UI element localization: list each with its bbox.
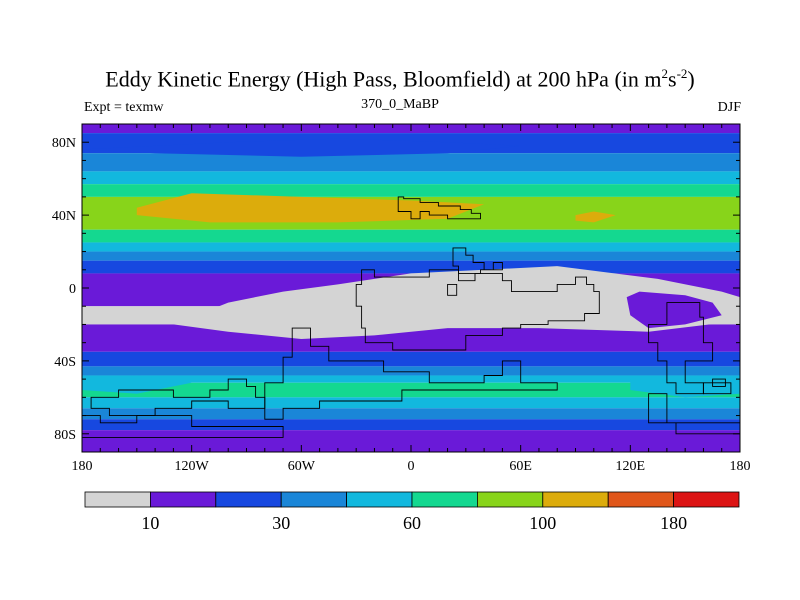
coastline-8: [702, 382, 732, 395]
field-feature-2: [173, 266, 740, 339]
field-band-18: [82, 408, 740, 420]
colorbar-label: 30: [272, 513, 290, 533]
time-label: 370_0_MaBP: [361, 97, 439, 112]
coastline-0: [397, 196, 481, 220]
coastline-6: [264, 327, 558, 420]
colorbar-segment-2: [215, 491, 282, 508]
x-tick-label: 60E: [509, 459, 532, 474]
x-tick-label: 120W: [175, 459, 210, 474]
field-feature-1: [575, 211, 616, 223]
field-band-9: [82, 260, 740, 274]
heatmap-field: [82, 124, 740, 452]
field-band-6: [82, 229, 740, 243]
coastline-layer: [82, 196, 740, 438]
colorbar-segment-3: [280, 491, 348, 508]
coastline-3: [447, 283, 458, 296]
colorbar-label: 180: [660, 513, 687, 533]
colorbar-segment-0: [84, 491, 151, 508]
y-tick-label: 80N: [52, 136, 76, 151]
field-band-2: [82, 153, 740, 172]
experiment-label: Expt = texmw: [84, 100, 164, 115]
axis-ticks: 180 120W 60W 0 60E 120E 180 80N 40N 0 40S 80S: [52, 123, 751, 474]
field-band-3: [82, 171, 740, 185]
x-tick-label: 180: [730, 459, 751, 474]
colorbar-segment-8: [607, 491, 675, 508]
field-feature-3: [626, 291, 722, 329]
field-band-8: [82, 251, 740, 261]
colorbar: 10 30 60 100 180: [84, 491, 740, 533]
field-band-13: [82, 351, 740, 367]
coastline-7: [82, 415, 284, 438]
coastline-9: [648, 393, 740, 435]
field-band-19: [82, 419, 740, 431]
chart-title: Eddy Kinetic Energy (High Pass, Bloomfie…: [105, 66, 695, 92]
field-band-14: [82, 366, 740, 376]
field-band-7: [82, 242, 740, 252]
field-feature-0: [136, 193, 485, 223]
colorbar-label: 60: [403, 513, 421, 533]
y-tick-label: 80S: [54, 428, 76, 443]
colorbar-segment-6: [476, 491, 544, 508]
field-band-15: [82, 375, 740, 383]
x-tick-label: 120E: [616, 459, 646, 474]
x-tick-label: 60W: [288, 459, 316, 474]
season-label: DJF: [717, 100, 741, 115]
coastline-1: [355, 269, 600, 351]
y-tick-label: 40S: [54, 355, 76, 370]
field-feature-6: [82, 138, 521, 157]
colorbar-label: 100: [529, 513, 556, 533]
coastline-2: [452, 247, 503, 274]
colorbar-segment-9: [673, 491, 740, 508]
colorbar-segment-4: [346, 491, 413, 508]
coastline-10: [712, 378, 726, 387]
field-band-4: [82, 184, 740, 197]
y-tick-label: 40N: [52, 209, 76, 224]
field-feature-4: [82, 375, 192, 394]
colorbar-segment-7: [542, 491, 609, 508]
x-tick-label: 0: [408, 459, 415, 474]
y-tick-label: 0: [69, 282, 76, 297]
x-tick-label: 180: [72, 459, 93, 474]
field-band-20: [82, 430, 740, 452]
field-band-17: [82, 397, 740, 409]
colorbar-segment-5: [411, 491, 478, 508]
colorbar-label: 10: [141, 513, 159, 533]
colorbar-segment-1: [149, 491, 217, 508]
